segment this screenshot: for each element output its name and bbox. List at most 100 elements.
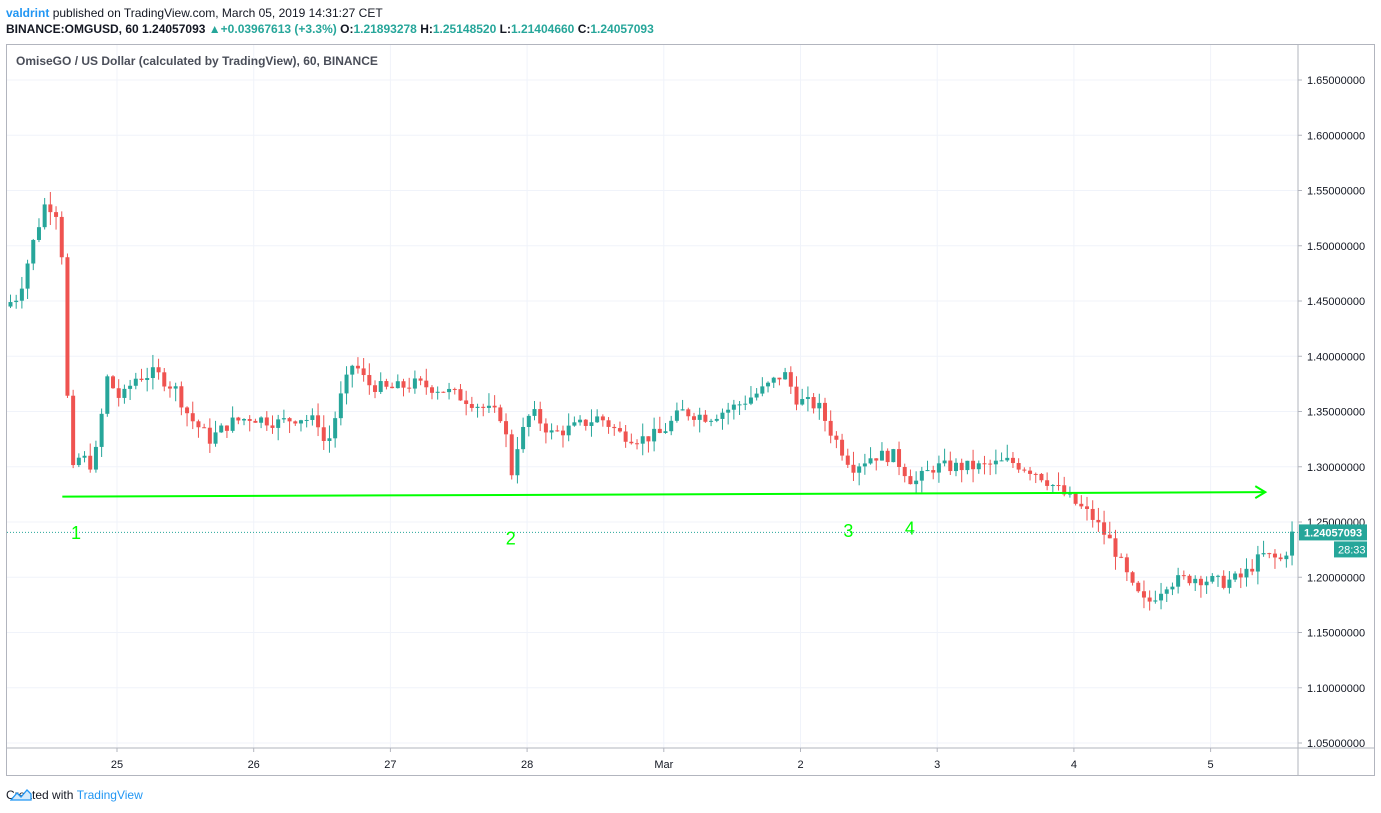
publish-info: valdrint published on TradingView.com, M… — [6, 6, 383, 20]
close-label: C: — [577, 22, 591, 36]
candle-body — [714, 418, 719, 421]
candle-body — [908, 476, 913, 485]
candle-body — [105, 376, 110, 414]
candle-body — [412, 378, 417, 389]
candle-body — [498, 407, 503, 422]
last-price-badge — [1299, 524, 1367, 541]
candle-body — [538, 409, 543, 424]
candle-body — [270, 425, 275, 428]
candle-body — [794, 386, 799, 405]
candle-body — [874, 458, 879, 461]
candle-body — [800, 399, 805, 405]
candle-body — [669, 420, 674, 432]
candle-body — [145, 378, 150, 380]
last-price: 1.24057093 — [142, 22, 206, 36]
close-value: 1.24057093 — [590, 22, 654, 36]
candle-body — [48, 204, 53, 213]
candle-body — [19, 288, 24, 301]
candle-body — [236, 417, 241, 421]
candle-body — [1079, 503, 1084, 507]
candle-body — [572, 422, 577, 426]
candle-body — [469, 404, 474, 408]
candle-body — [116, 388, 121, 398]
ohlc-bar: BINANCE:OMGUSD, 60 1.24057093 ▲+0.039676… — [6, 22, 654, 36]
open-label: O: — [340, 22, 354, 36]
candle-body — [287, 418, 292, 422]
candle-body — [298, 420, 303, 424]
chart-title: OmiseGO / US Dollar (calculated by Tradi… — [16, 54, 378, 68]
candle-body — [418, 378, 423, 381]
candle-body — [36, 227, 41, 240]
candle-body — [965, 460, 970, 471]
candle-body — [31, 239, 36, 264]
candle-body — [373, 385, 378, 392]
candle-body — [355, 365, 360, 369]
candle-body — [361, 368, 366, 376]
chart-frame — [6, 44, 1375, 776]
y-tick-label: 1.45000000 — [1307, 296, 1365, 308]
candle-body — [259, 417, 264, 423]
candle-body — [1255, 554, 1260, 572]
candle-body — [88, 455, 93, 470]
x-tick-label: 5 — [1208, 759, 1214, 771]
candle-body — [162, 372, 167, 387]
candle-body — [111, 376, 116, 389]
candle-body — [1107, 534, 1112, 539]
candle-body — [492, 405, 497, 408]
x-tick-label: 28 — [521, 759, 533, 771]
y-tick-label: 1.20000000 — [1307, 572, 1365, 584]
support-arrow-head — [1254, 485, 1268, 500]
y-tick-label: 1.10000000 — [1307, 683, 1365, 695]
candle-body — [304, 419, 309, 421]
candle-body — [988, 463, 993, 465]
candle-body — [424, 380, 429, 388]
candle-body — [1147, 597, 1152, 602]
candle-body — [1022, 469, 1027, 471]
x-tick-label: 4 — [1071, 759, 1077, 771]
candle-body — [709, 420, 714, 422]
candle-body — [902, 466, 907, 477]
candle-body — [173, 386, 178, 389]
candle-body — [1010, 457, 1015, 464]
candle-body — [953, 462, 958, 472]
candle-body — [891, 449, 896, 463]
candle-body — [395, 381, 400, 389]
candle-body — [1244, 568, 1249, 578]
candle-body — [834, 435, 839, 440]
tradingview-link[interactable]: TradingView — [76, 788, 143, 802]
candle-body — [293, 421, 298, 424]
candle-body — [828, 420, 833, 436]
candle-body — [429, 387, 434, 393]
candle-body — [219, 425, 224, 433]
candle-body — [879, 450, 884, 461]
candle-body — [680, 409, 685, 411]
candle-body — [805, 397, 810, 400]
candle-body — [845, 455, 850, 465]
x-tick-label: 2 — [797, 759, 803, 771]
candle-body — [766, 382, 771, 387]
candle-body — [1238, 573, 1243, 578]
candle-body — [862, 463, 867, 467]
candle-body — [435, 391, 440, 393]
candle-body — [566, 425, 571, 436]
last-price-badge-label: 1.24057093 — [1304, 527, 1362, 539]
candle-body — [748, 397, 753, 404]
candle-body — [1193, 578, 1198, 584]
candle-body — [344, 374, 349, 394]
candle-body — [743, 403, 748, 405]
candle-body — [384, 381, 389, 387]
author-link[interactable]: valdrint — [6, 6, 50, 20]
candle-body — [82, 455, 87, 458]
candle-body — [59, 216, 64, 258]
candle-body — [942, 460, 947, 464]
candle-body — [458, 389, 463, 401]
candle-body — [1233, 573, 1238, 580]
candle-body — [914, 480, 919, 485]
y-tick-label: 1.60000000 — [1307, 130, 1365, 142]
candle-body — [475, 406, 480, 408]
candle-body — [1056, 485, 1061, 487]
candle-body — [1073, 493, 1078, 504]
candle-body — [202, 427, 207, 429]
annotation-label: 1 — [71, 523, 81, 543]
